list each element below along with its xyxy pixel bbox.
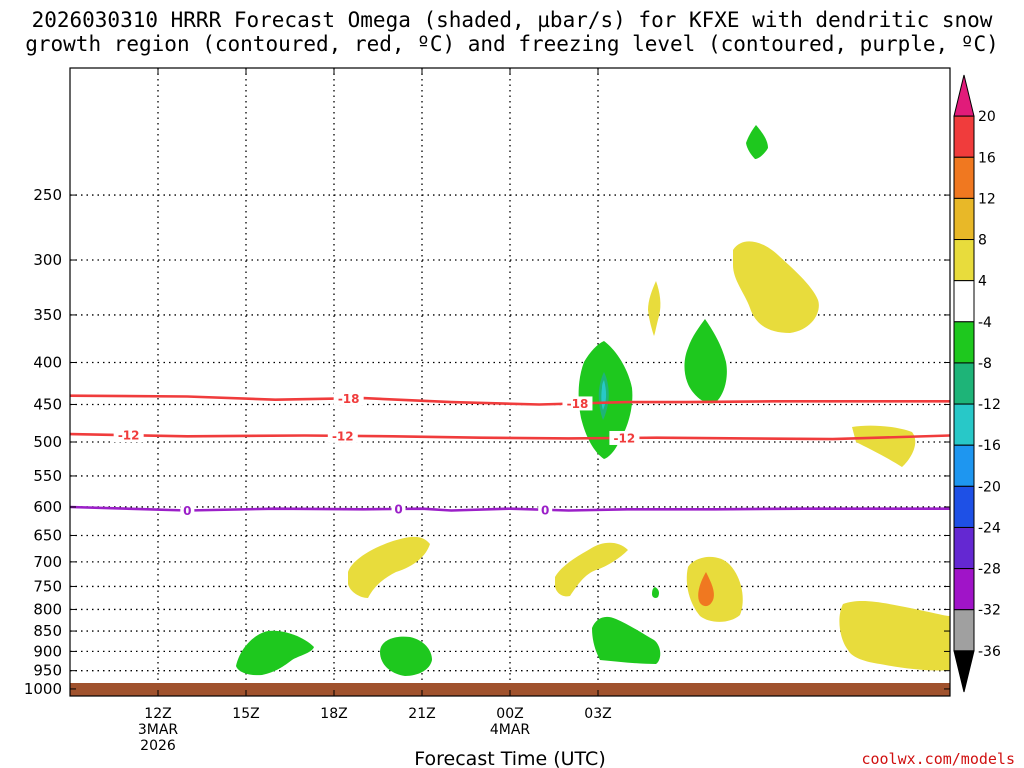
colorbar-swatch — [953, 321, 975, 364]
colorbar-label: 4 — [978, 274, 987, 290]
omega-region-upward-low-1 — [348, 536, 430, 598]
chart-title-line2: growth region (contoured, red, ºC) and f… — [25, 32, 999, 56]
y-tick-label: 950 — [33, 662, 62, 680]
y-tick-label: 900 — [33, 642, 62, 660]
colorbar-swatch — [953, 239, 975, 282]
colorbar-swatch — [953, 568, 975, 611]
omega-region-downward-lower-1 — [236, 630, 314, 676]
colorbar-swatch — [953, 485, 975, 528]
x-tick-label: 21Z — [408, 706, 435, 722]
colorbar-label: -28 — [978, 562, 1001, 578]
omega-region-upward-surface — [839, 601, 950, 671]
isotherm-label-bg — [333, 391, 364, 406]
omega-region-upward-sliver — [648, 281, 661, 336]
colorbar-swatch — [953, 609, 975, 652]
y-axis: 250 300 350 400 450 500 550 600 650 700 750 800 850 9… — [24, 186, 950, 698]
y-tick-label: 400 — [33, 354, 62, 372]
isotherm-label: -12 — [332, 429, 354, 443]
omega-region-upward-low-2 — [555, 542, 628, 597]
y-tick-label: 1000 — [24, 680, 62, 698]
y-tick-label: 650 — [33, 526, 62, 544]
omega-region-downward-upper — [684, 319, 727, 404]
isotherm-label-bg — [538, 502, 553, 517]
isotherm-line — [70, 432, 950, 441]
chart-title-line1: 2026030310 HRRR Forecast Omega (shaded, … — [32, 8, 993, 32]
x-tick-date: 4MAR — [490, 722, 531, 738]
credit-link[interactable]: coolwx.com/models — [861, 750, 1015, 768]
colorbar-swatch — [953, 197, 975, 241]
colorbar-label: -20 — [978, 479, 1001, 495]
x-tick-label: 15Z — [232, 706, 259, 722]
colorbar-swatch — [953, 526, 975, 570]
x-tick-label: 00Z — [496, 706, 523, 722]
colorbar-label: 20 — [978, 109, 996, 125]
isotherm-label: -18 — [338, 392, 360, 406]
omega-region-upward-low-3 — [686, 556, 743, 622]
x-tick-label: 18Z — [320, 706, 347, 722]
omega-region-downward-lower-3 — [592, 616, 661, 664]
y-tick-label: 250 — [33, 186, 62, 204]
omega-region-downward-low-speck — [652, 587, 659, 598]
y-tick-label: 700 — [33, 553, 62, 571]
colorbar-label: -8 — [978, 356, 992, 372]
colorbar-swatch — [953, 403, 975, 446]
y-tick-label: 500 — [33, 433, 62, 451]
isotherm-label: 0 — [183, 504, 191, 518]
isotherm-label-bg — [113, 428, 144, 443]
isotherm-label: -12 — [118, 429, 140, 443]
isotherm-label-bg — [609, 430, 640, 445]
y-tick-label: 450 — [33, 395, 62, 413]
isotherm-label-bg — [391, 501, 406, 516]
colorbar-swatch — [953, 280, 975, 323]
colorbar-swatch-bottom — [953, 650, 975, 693]
colorbar-label: -4 — [978, 315, 992, 331]
x-tick-label: 12Z — [144, 706, 171, 722]
y-tick-label: 550 — [33, 467, 62, 485]
colorbar-swatch — [953, 362, 975, 405]
omega-region-downward-lower-2 — [380, 636, 432, 676]
colorbar-label: 12 — [978, 191, 996, 207]
omega-region-upward-mid — [852, 425, 916, 467]
omega-region-downward-top — [746, 125, 768, 159]
colorbar-label: 16 — [978, 150, 996, 166]
colorbar: 20 16 12 8 4 -4 -8 -12 -16 -20 -24 -28 -32 -36 — [953, 74, 1001, 693]
x-tick-date: 3MAR — [138, 722, 179, 738]
y-tick-label: 850 — [33, 622, 62, 640]
x-axis-label: Forecast Time (UTC) — [414, 748, 605, 768]
colorbar-label: 8 — [978, 233, 987, 249]
isotherm-line — [70, 394, 950, 406]
colorbar-label: -24 — [978, 520, 1001, 536]
colorbar-label: -16 — [978, 438, 1001, 454]
isotherm-label: -12 — [614, 431, 636, 445]
colorbar-swatch — [953, 444, 975, 487]
colorbar-swatch-top — [953, 74, 975, 117]
x-tick-label: 03Z — [584, 706, 611, 722]
colorbar-label: -32 — [978, 603, 1001, 619]
isotherm-label: 0 — [394, 502, 402, 516]
x-tick-year: 2026 — [140, 738, 176, 754]
y-tick-label: 300 — [33, 251, 62, 269]
colorbar-swatch — [953, 156, 975, 199]
gridlines — [70, 68, 950, 696]
isotherm-label-bg — [327, 428, 358, 443]
colorbar-swatch — [953, 115, 975, 158]
isotherm-label-bg — [562, 396, 593, 411]
isotherm-line — [70, 505, 950, 512]
isotherm-label: 0 — [541, 503, 549, 517]
ground-surface — [70, 683, 950, 696]
omega-region-upward-high — [733, 241, 819, 333]
y-tick-label: 350 — [33, 306, 62, 324]
isotherm-contours: -18 -18 -12 -12 -12 0 0 0 — [70, 391, 950, 518]
colorbar-label: -12 — [978, 397, 1001, 413]
colorbar-label: -36 — [978, 644, 1001, 660]
omega-region-upward-strong — [698, 572, 714, 607]
y-tick-label: 800 — [33, 600, 62, 618]
y-tick-label: 600 — [33, 498, 62, 516]
y-tick-label: 750 — [33, 577, 62, 595]
omega-shading — [236, 125, 950, 676]
isotherm-label-bg — [180, 503, 195, 518]
isotherm-label: -18 — [567, 397, 589, 411]
